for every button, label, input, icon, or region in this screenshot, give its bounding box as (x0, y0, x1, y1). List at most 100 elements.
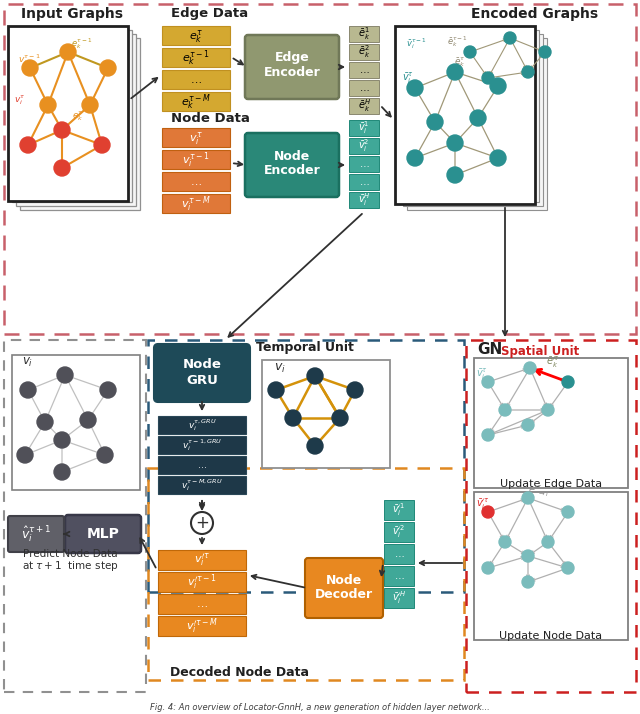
Text: $\bar{v}_i^{\tau}$: $\bar{v}_i^{\tau}$ (402, 70, 414, 86)
Circle shape (17, 447, 33, 463)
Text: Node: Node (274, 149, 310, 163)
Text: $\bar{v}_i^{\prime H}$: $\bar{v}_i^{\prime H}$ (392, 590, 406, 606)
Text: $v_i^{\tau}$: $v_i^{\tau}$ (14, 94, 26, 107)
Circle shape (427, 114, 443, 130)
Circle shape (100, 60, 116, 76)
Text: $\ldots$: $\ldots$ (358, 65, 369, 75)
Text: $v_i$: $v_i$ (22, 356, 33, 368)
Text: $v_i^{\tau-M,GRU}$: $v_i^{\tau-M,GRU}$ (181, 477, 223, 493)
Text: Edge: Edge (275, 51, 309, 64)
Circle shape (562, 562, 574, 574)
Text: $\bar{v}_i^H$: $\bar{v}_i^H$ (358, 191, 371, 208)
Circle shape (522, 576, 534, 588)
Text: Encoded Graphs: Encoded Graphs (472, 7, 598, 21)
Text: GRU: GRU (186, 373, 218, 386)
Circle shape (499, 536, 511, 548)
Text: $\bar{e}_k^H$: $\bar{e}_k^H$ (358, 98, 371, 114)
Text: $v_i^{\tau-M}$: $v_i^{\tau-M}$ (181, 194, 211, 213)
Bar (349, 62, 379, 78)
Text: Spatial Unit: Spatial Unit (501, 346, 579, 358)
Bar (148, 340, 464, 592)
Bar (12, 355, 140, 490)
Circle shape (97, 447, 113, 463)
Circle shape (542, 536, 554, 548)
Text: $\bar{v}_i^2$: $\bar{v}_i^2$ (358, 138, 370, 154)
Bar (349, 156, 379, 172)
FancyBboxPatch shape (305, 558, 383, 618)
Circle shape (94, 137, 110, 153)
Bar (349, 98, 379, 114)
Bar (162, 128, 230, 147)
Bar (148, 468, 464, 680)
Circle shape (447, 64, 463, 80)
Circle shape (40, 97, 56, 113)
Text: $\bar{v}_i^{\prime 1}$: $\bar{v}_i^{\prime 1}$ (392, 502, 406, 518)
Text: at $\tau + 1$  time step: at $\tau + 1$ time step (22, 559, 118, 573)
Circle shape (522, 550, 534, 562)
Circle shape (522, 66, 534, 78)
Bar (162, 194, 230, 213)
Text: $v_i^{\prime\tau-1}$: $v_i^{\prime\tau-1}$ (187, 572, 217, 592)
Circle shape (191, 512, 213, 534)
Circle shape (447, 167, 463, 183)
Circle shape (347, 382, 363, 398)
Text: $\bar{e}_k^2$: $\bar{e}_k^2$ (358, 44, 370, 61)
Bar (158, 550, 246, 570)
Circle shape (482, 376, 494, 388)
Text: $e_k^{\tau}$: $e_k^{\tau}$ (72, 109, 84, 123)
Circle shape (482, 72, 494, 84)
Bar (384, 522, 414, 542)
Bar (158, 476, 246, 494)
Circle shape (307, 368, 323, 384)
Circle shape (447, 135, 463, 151)
Circle shape (490, 150, 506, 166)
Bar (384, 544, 414, 564)
Bar (4, 340, 146, 692)
Text: $\hat{v}_i^{\tau+1}$: $\hat{v}_i^{\tau+1}$ (21, 524, 51, 544)
Bar (349, 120, 379, 136)
Circle shape (482, 429, 494, 441)
Text: $\ldots$: $\ldots$ (197, 461, 207, 470)
Bar (158, 616, 246, 636)
Circle shape (504, 32, 516, 44)
Bar (162, 92, 230, 111)
Circle shape (80, 412, 96, 428)
Bar (349, 80, 379, 96)
FancyBboxPatch shape (245, 35, 339, 99)
Bar (349, 174, 379, 190)
Circle shape (470, 110, 486, 126)
Text: $\bar{v}^{\prime\tau}_i$: $\bar{v}^{\prime\tau}_i$ (476, 496, 490, 512)
Text: $\ldots$: $\ldots$ (394, 549, 404, 559)
Circle shape (22, 60, 38, 76)
Text: Update Edge Data: Update Edge Data (500, 479, 602, 489)
Circle shape (539, 46, 551, 58)
Text: GN: GN (477, 343, 502, 358)
Text: Temporal Unit: Temporal Unit (256, 341, 354, 354)
Text: $v_i^{\tau-1,GRU}$: $v_i^{\tau-1,GRU}$ (182, 437, 222, 453)
Circle shape (37, 414, 53, 430)
Circle shape (522, 492, 534, 504)
Text: $v_i^{\tau,GRU}$: $v_i^{\tau,GRU}$ (188, 417, 216, 433)
Bar (158, 436, 246, 454)
Text: $\bar{v}_i^{\prime 2}$: $\bar{v}_i^{\prime 2}$ (392, 523, 406, 540)
Circle shape (332, 410, 348, 426)
Text: $\ldots$: $\ldots$ (358, 177, 369, 187)
Text: $\ldots$: $\ldots$ (358, 159, 369, 169)
Bar (349, 192, 379, 208)
FancyBboxPatch shape (154, 344, 250, 402)
Text: $\bar{e}_k^1$: $\bar{e}_k^1$ (358, 26, 370, 42)
Text: $\bar{v}_i^{\tau-1}$: $\bar{v}_i^{\tau-1}$ (406, 36, 427, 51)
Circle shape (20, 137, 36, 153)
Text: Node: Node (182, 358, 221, 371)
Circle shape (562, 506, 574, 518)
Circle shape (482, 562, 494, 574)
Circle shape (464, 46, 476, 58)
Circle shape (268, 382, 284, 398)
Bar (12, 30, 132, 202)
FancyBboxPatch shape (65, 515, 141, 553)
Circle shape (57, 367, 73, 383)
Bar (384, 588, 414, 608)
Text: +: + (195, 514, 209, 532)
Bar (16, 34, 136, 206)
Text: $\bar{e}_k^{\tau-1}$: $\bar{e}_k^{\tau-1}$ (447, 34, 468, 49)
